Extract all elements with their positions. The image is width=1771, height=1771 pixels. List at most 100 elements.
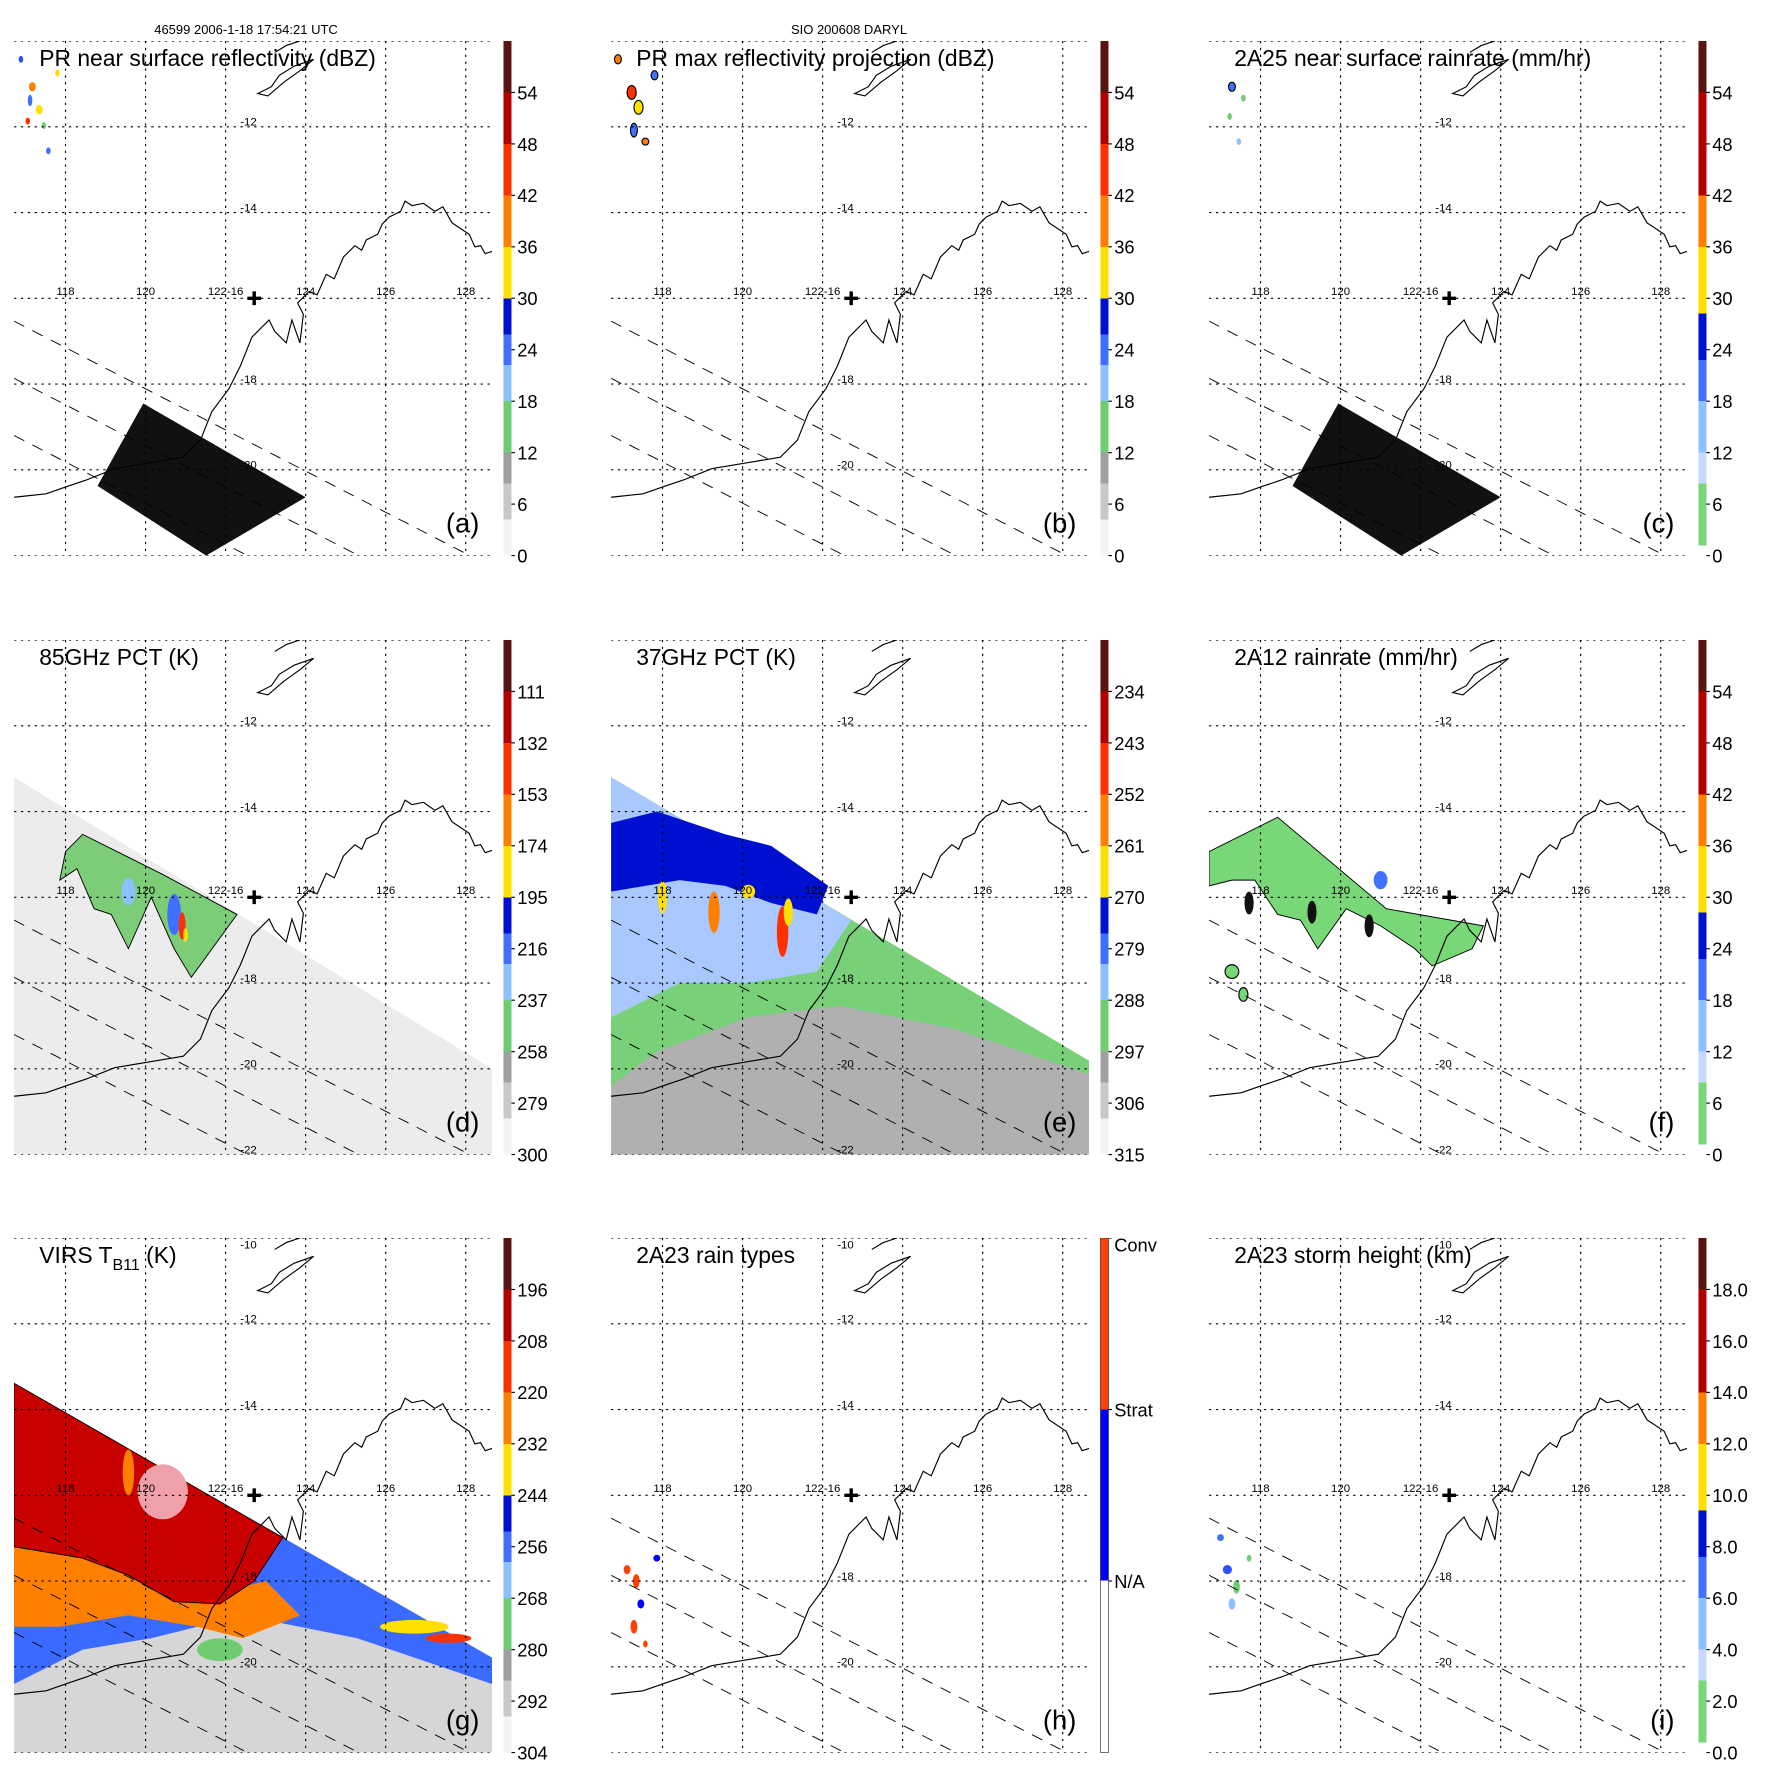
longitude-label: 120	[1331, 1483, 1350, 1495]
longitude-label: 128	[456, 885, 475, 897]
longitude-label: 128	[456, 1483, 475, 1495]
colorbar-label: 195	[517, 887, 548, 908]
storm-height-pixel	[1233, 1579, 1240, 1594]
colorbar-label: 48	[1712, 134, 1732, 155]
longitude-label: 120	[136, 1483, 155, 1495]
longitude-label: 120	[1331, 286, 1350, 298]
ice-scattering-core	[121, 877, 136, 906]
panel-title: 2A12 rainrate (mm/hr)	[1234, 644, 1458, 670]
precip-echo	[41, 122, 47, 130]
ice-scattering-core	[783, 898, 793, 926]
latitude-label: -14	[1435, 202, 1452, 214]
island-coastline	[255, 640, 315, 696]
longitude-label: 118	[56, 286, 74, 298]
pr-swath-edge	[1209, 377, 1554, 556]
colorbar-label: 24	[1712, 939, 1732, 960]
latitude-label: -22	[240, 1144, 257, 1156]
colorbar-label: 243	[1114, 733, 1145, 754]
longitude-label: 122-16	[208, 885, 244, 897]
colorbar-label: 54	[517, 82, 537, 103]
convective-region	[59, 833, 238, 979]
longitude-label: 126	[973, 885, 992, 897]
latitude-label: -18	[837, 374, 854, 386]
longitude-label: 118	[653, 1483, 671, 1495]
coastline	[1209, 200, 1688, 498]
colorbar-label: 174	[517, 836, 548, 857]
colorbar-label: 315	[1114, 1144, 1145, 1165]
pr-swath-edge	[1209, 919, 1666, 1155]
colorbar-label: 24	[1114, 340, 1134, 361]
colorbar-label: 132	[517, 733, 548, 754]
longitude-label: 126	[1571, 286, 1590, 298]
longitude-label: 124	[296, 1483, 316, 1495]
longitude-label: 122-16	[805, 885, 841, 897]
colorbar-label: 48	[1114, 134, 1134, 155]
colorbar-label: 280	[517, 1640, 548, 1661]
coastline	[611, 1397, 1090, 1695]
coastline	[14, 200, 493, 498]
longitude-label: 126	[1571, 1483, 1590, 1495]
latitude-label: -14	[1435, 801, 1452, 813]
colorbar-label: 12.0	[1712, 1434, 1748, 1455]
colorbar-label: 268	[517, 1588, 548, 1609]
precip-echo	[1236, 138, 1242, 146]
colorbar-label: 220	[517, 1382, 548, 1403]
colorbar-label: 10.0	[1712, 1485, 1748, 1506]
colorbar-label: 0	[1712, 1144, 1722, 1165]
swath-background	[14, 777, 493, 1155]
colorbar-label: 261	[1114, 836, 1145, 857]
title-subscript: B11	[112, 1257, 139, 1274]
precip-echo	[613, 54, 622, 65]
storm-center-cross-icon	[844, 890, 859, 905]
colorbar-label: 48	[517, 134, 537, 155]
pr-swath-edge	[611, 1574, 956, 1753]
latitude-label: -22	[837, 1144, 854, 1156]
longitude-label: 122-16	[1403, 1483, 1439, 1495]
colorbar	[1698, 1238, 1707, 1753]
pr-swath-edge	[14, 1632, 248, 1753]
ice-scattering-core	[167, 893, 182, 936]
precip-echo	[55, 69, 60, 77]
colorbar-label: 30	[517, 288, 537, 309]
latitude-label: -20	[837, 1657, 854, 1669]
precip-echo	[25, 117, 31, 125]
colorbar	[1100, 41, 1109, 556]
storm-center-cross-icon	[844, 291, 859, 306]
storm-center-cross-icon	[247, 890, 262, 905]
latitude-label: -14	[837, 202, 854, 214]
latitude-label: -12	[240, 1314, 257, 1326]
panel-letter: (i)	[1650, 1705, 1674, 1736]
island-coastline	[1450, 1238, 1510, 1294]
longitude-label: 120	[1331, 885, 1350, 897]
pr-swath-edge	[14, 919, 471, 1155]
map-f: 118 120 122-16 124 126 128-12-14-18-20-222A12…	[1209, 640, 1733, 1165]
map-content	[14, 41, 493, 556]
rain-type-pixel	[630, 1619, 638, 1634]
longitude-label: 122-16	[1403, 885, 1439, 897]
coastline	[1209, 1397, 1688, 1695]
panel-letter: (c)	[1642, 508, 1674, 539]
panel-letter: (f)	[1649, 1107, 1675, 1138]
colorbar-label: 54	[1114, 82, 1134, 103]
storm-height-pixel	[1222, 1565, 1232, 1575]
latitude-label: -12	[837, 716, 854, 728]
colorbar-label: 18.0	[1712, 1279, 1748, 1300]
colorbar-label: 42	[1114, 185, 1134, 206]
colorbar-label: 18	[1712, 990, 1732, 1011]
rain-type-pixel	[637, 1599, 645, 1609]
colorbar-label: 6	[517, 494, 527, 515]
pr-swath-edge	[611, 1034, 845, 1155]
latitude-label: -20	[1435, 460, 1452, 472]
map-panel-e: 118 120 122-16 124 126 128 -12 -14 -18 -20 -22 37GH…	[611, 640, 1160, 1166]
colorbar-label: 111	[517, 681, 545, 702]
colorbar-label: 292	[517, 1691, 548, 1712]
longitude-label: 120	[733, 885, 752, 897]
island-coastline	[255, 1238, 315, 1294]
storm-height-pixel	[1228, 1598, 1236, 1610]
latitude-label: -12	[1435, 1314, 1452, 1326]
panel-title: 85GHz PCT (K)	[39, 644, 199, 670]
map-content	[611, 41, 1090, 556]
colorbar	[503, 640, 512, 1155]
colorbar-label: Conv	[1114, 1238, 1158, 1256]
longitude-label: 128	[1651, 286, 1670, 298]
